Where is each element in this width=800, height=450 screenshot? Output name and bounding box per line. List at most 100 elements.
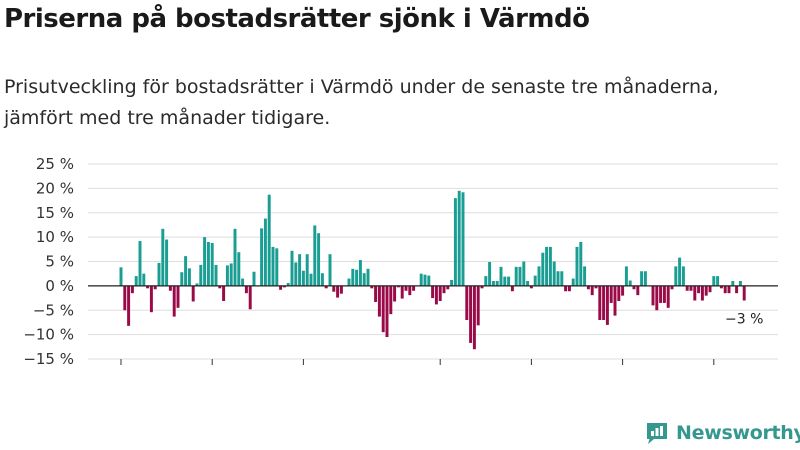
bar [453,198,457,286]
bar [328,254,332,286]
bar [393,285,397,302]
bar [624,266,628,286]
bar [123,285,127,311]
bar [347,278,351,286]
bar [510,285,514,292]
x-tick-label: 2012 [102,373,140,375]
bar [602,285,606,321]
bar [659,285,663,303]
bar [237,252,241,286]
bar [643,271,647,286]
bar [503,276,507,286]
bar [590,285,594,296]
bar [222,285,226,301]
bar [362,273,366,286]
bar [206,242,210,286]
bar [716,276,720,286]
bar [469,285,473,343]
bar [267,194,271,286]
bar [381,285,385,333]
bar [377,285,381,317]
bar [712,276,716,286]
bar [419,273,423,286]
bar [579,242,583,286]
bar [260,228,264,286]
bar [210,242,214,286]
bar [567,285,571,292]
bar [670,285,674,290]
bar [575,246,579,286]
bar [412,285,416,291]
bar [571,278,575,286]
bar [674,266,678,286]
bar [514,266,518,286]
bar [294,262,298,286]
bar [742,285,746,301]
bar [320,273,324,286]
bar [499,266,503,286]
y-tick-label: 25 % [36,155,74,173]
bar [153,285,157,290]
bar [229,263,233,286]
x-tick-label: 2014 [193,373,231,375]
bar [423,274,427,286]
bar [617,285,621,301]
bar [339,285,343,294]
bar [640,271,644,286]
bar [522,261,526,286]
y-tick-label: −15 % [23,350,74,368]
bar [586,285,590,290]
bar [723,285,727,294]
y-tick-label: 5 % [45,253,74,271]
bar [655,285,659,311]
bar [727,285,731,294]
bar [529,285,533,289]
bar [408,285,412,296]
bar [735,285,739,294]
bar [450,280,454,286]
bar [301,270,305,286]
bar [168,285,172,291]
bar [461,192,465,286]
bar [203,237,207,286]
bar [719,285,723,289]
bar [191,285,195,302]
bar [305,254,309,286]
bar [138,241,142,286]
bar [195,283,199,286]
y-tick-label: 10 % [36,228,74,246]
bar [427,275,431,286]
bar [700,285,704,301]
bar [263,218,267,286]
bar [545,246,549,286]
bar [244,285,248,294]
bar [130,285,134,294]
bar [248,285,252,310]
bar [609,285,613,303]
bar [199,264,203,286]
bar [180,272,184,286]
bar [286,282,290,286]
x-tick-label: 2023 [604,373,642,375]
bar [594,285,598,289]
bar [507,276,511,286]
bar [119,267,123,286]
bar [366,268,370,286]
bar [442,285,446,294]
y-axis: 25 % 20 % 15 % 10 % 5 % 0 % −5 % −10 % −15 % [23,155,74,368]
bar [541,252,545,286]
bar [218,285,222,289]
bar [309,273,313,286]
bar [689,285,693,291]
bar [628,280,632,286]
bar [708,285,712,293]
bar [214,264,218,286]
y-tick-label: −5 % [33,301,74,319]
bar [480,285,484,289]
bar [472,285,476,350]
bar [476,285,480,326]
bar [583,266,587,286]
bar [533,275,537,286]
bar [518,266,522,286]
y-tick-label: 15 % [36,204,74,222]
